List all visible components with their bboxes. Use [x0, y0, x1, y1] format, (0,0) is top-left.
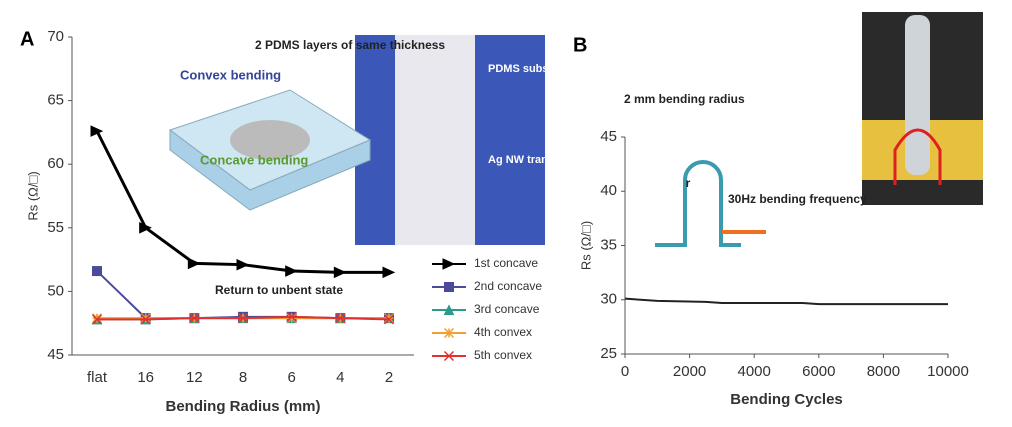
annotation: 30Hz bending frequency — [728, 192, 867, 206]
legend-label: 3rd concave — [474, 302, 540, 316]
marker — [285, 265, 298, 277]
legend-marker — [443, 304, 455, 315]
y-tick-label: 65 — [47, 92, 64, 109]
y-tick-label: 70 — [47, 28, 64, 45]
marker — [237, 313, 249, 324]
marker — [382, 266, 396, 279]
y-tick-label: 25 — [600, 345, 617, 362]
y-tick-label: 45 — [600, 128, 617, 145]
x-tick-label: 8 — [239, 369, 247, 386]
photo-a-tube — [395, 35, 475, 245]
x-tick-label: 10000 — [927, 363, 969, 380]
marker — [383, 313, 395, 324]
legend-marker — [444, 282, 454, 292]
series-line — [624, 297, 948, 306]
x-tick-label: 6000 — [802, 363, 835, 380]
x-tick-label: 4000 — [738, 363, 771, 380]
x-tick-label: 0 — [621, 363, 629, 380]
marker — [90, 125, 104, 137]
marker — [333, 266, 347, 279]
legend-marker — [443, 350, 455, 362]
marker — [187, 257, 201, 270]
x-tick-label: 8000 — [867, 363, 900, 380]
x-tick-label: 16 — [137, 369, 154, 386]
legend-label: 4th convex — [474, 325, 532, 339]
photo-b-tube — [905, 15, 930, 175]
marker — [140, 314, 151, 325]
marker — [286, 311, 297, 322]
x-tick-label: flat — [87, 369, 108, 386]
marker — [383, 314, 395, 325]
annotation: Convex bending — [180, 67, 281, 82]
x-tick-label: 6 — [287, 369, 295, 386]
x-tick-label: 4 — [336, 369, 344, 386]
marker — [140, 313, 151, 324]
marker — [91, 313, 103, 324]
legend-marker — [442, 258, 456, 270]
annotation: Ag NW transparent conductor — [488, 154, 645, 166]
y-tick-label: 60 — [47, 155, 64, 172]
marker — [92, 266, 102, 277]
pdms-edge — [169, 129, 371, 211]
annotation: 2 PDMS layers of same thickness — [255, 38, 445, 52]
y-tick-label: 50 — [47, 282, 64, 299]
marker — [189, 313, 200, 324]
y-tick-label: 30 — [600, 291, 617, 308]
x-tick-label: 2 — [385, 369, 393, 386]
legend-marker — [443, 327, 455, 339]
annotation: 2 mm bending radius — [624, 92, 745, 106]
x-tick-label: 12 — [186, 369, 203, 386]
marker — [335, 313, 346, 324]
marker — [236, 258, 250, 271]
x-axis-label: Bending Cycles — [730, 391, 843, 408]
marker — [139, 222, 152, 234]
agnw-film — [230, 120, 310, 160]
y-tick-label: 45 — [47, 346, 64, 363]
legend-label: 2nd concave — [474, 279, 542, 293]
x-tick-label: 2000 — [673, 363, 706, 380]
legend-label: 1st concave — [474, 256, 538, 270]
panel-label: A — [20, 28, 34, 50]
x-axis-label: Bending Radius (mm) — [165, 398, 320, 415]
y-tick-label: 55 — [47, 219, 64, 236]
annotation: PDMS substrate — [488, 63, 572, 75]
y-axis-label: Rs (Ω/□) — [25, 171, 40, 220]
annotation: Return to unbent state — [215, 283, 343, 297]
y-tick-label: 40 — [600, 182, 617, 199]
marker — [286, 313, 297, 324]
photo-b-curve — [893, 128, 942, 185]
annotation: r — [686, 176, 691, 190]
annotation: Concave bending — [200, 152, 308, 167]
marker — [91, 314, 103, 325]
y-tick-label: 35 — [600, 236, 617, 253]
legend-label: 5th convex — [474, 348, 532, 362]
bend-diagram — [655, 160, 741, 247]
y-axis-label: Rs (Ω/□) — [578, 221, 593, 270]
panel-label: B — [573, 34, 587, 56]
